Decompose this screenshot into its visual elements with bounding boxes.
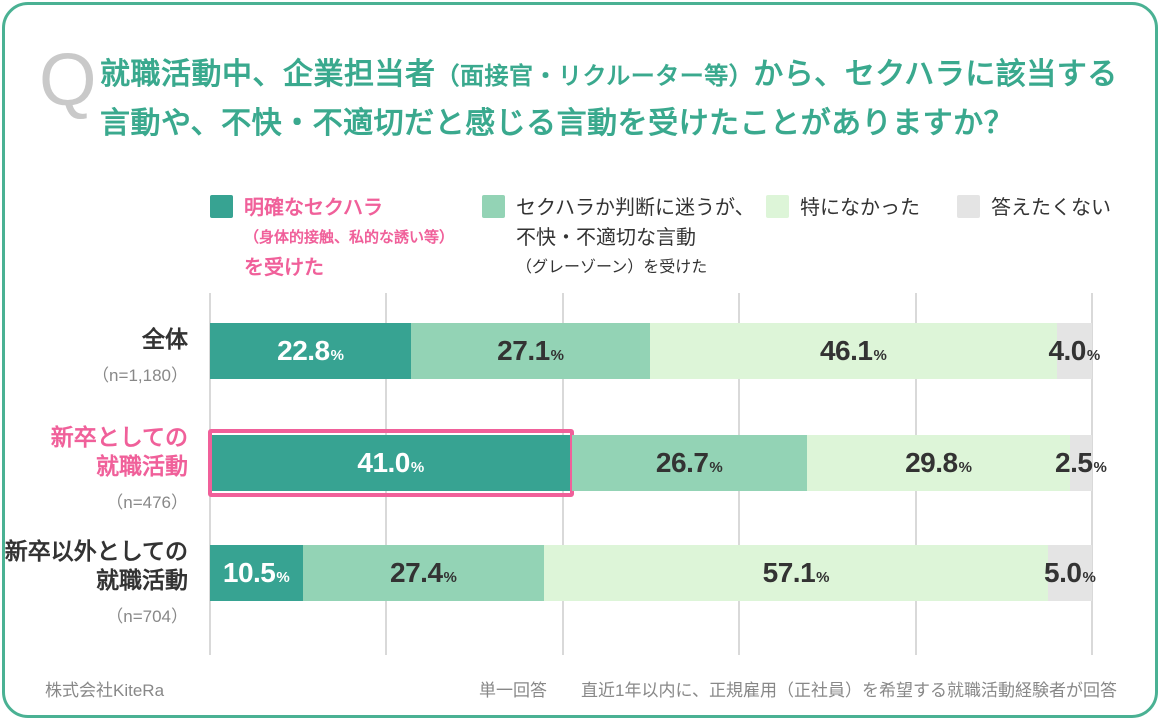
title-text: 就職活動中、企業担当者 — [100, 58, 436, 91]
bar-overall: 22.8% 27.1% 46.1% 4.0% — [210, 323, 1100, 379]
row-label-non-new-grad: 新卒以外としての就職活動 （n=704） — [5, 537, 188, 631]
legend-item-clear-harassment: 明確なセクハラ （身体的接触、私的な誘い等） を受けた — [210, 193, 454, 283]
category-label: 就職活動 — [96, 567, 188, 593]
bar-segment: 22.8% — [210, 323, 412, 379]
gridline — [1091, 293, 1093, 655]
segment-value-label: 26.7% — [655, 447, 723, 478]
bar-new-grad: 41.0% 26.7% 29.8% 2.5% — [208, 429, 1107, 497]
bar-segment: 5.0% — [1044, 545, 1096, 601]
question-title: 就職活動中、企業担当者（面接官・リクルーター等）から、セクハラに該当する 言動や… — [100, 51, 1118, 147]
row-label-overall: 全体 （n=1,180） — [92, 325, 188, 390]
legend-label: 特になかった — [800, 197, 920, 219]
segment-value-label: 27.4% — [390, 557, 457, 588]
sample-size-label: （n=476） — [106, 493, 188, 512]
row-label-new-grad: 新卒としての就職活動 （n=476） — [51, 423, 188, 517]
legend-item-no-answer: 答えたくない — [957, 193, 1111, 223]
legend-label: 明確なセクハラ — [244, 197, 383, 219]
legend-swatch — [957, 195, 980, 218]
bar-segment: 41.0% — [208, 429, 574, 497]
bar-non-new-grad: 10.5% 27.4% 57.1% 5.0% — [210, 545, 1096, 601]
legend-item-gray-zone: セクハラか判断に迷うが、 不快・不適切な言動 （グレーゾーン）を受けた — [482, 193, 755, 282]
bar-segment: 4.0% — [1048, 323, 1100, 379]
stacked-bar-chart: 22.8% 27.1% 46.1% 4.0% 41.0% 26.7% 29.8% 2.5% … — [208, 293, 1107, 655]
bar-segment: 29.8% — [807, 435, 1070, 491]
respondent-note: 直近1年以内に、正規雇用（正社員）を希望する就職活動経験者が回答 — [581, 681, 1117, 700]
bar-segment: 26.7% — [571, 435, 808, 491]
legend-swatch — [210, 195, 233, 218]
category-label: 就職活動 — [96, 453, 188, 479]
answer-type-note: 単一回答 — [479, 681, 548, 700]
sample-size-label: （n=704） — [106, 607, 188, 626]
question-title-line2: 言動や、不快・不適切だと感じる言動を受けたことがありますか？ — [100, 107, 1015, 140]
legend-item-none: 特になかった — [766, 193, 920, 223]
title-text-parenthetical: （面接官・リクルーター等） — [435, 63, 754, 90]
category-label: 新卒以外としての — [4, 538, 188, 564]
segment-value-label: 2.5% — [1055, 447, 1107, 478]
company-credit: 株式会社KiteRa — [45, 681, 165, 700]
segment-value-label: 29.8% — [905, 447, 972, 478]
survey-note: 単一回答 直近1年以内に、正規雇用（正社員）を希望する就職活動経験者が回答 — [479, 676, 1117, 701]
question-title-line1: 就職活動中、企業担当者（面接官・リクルーター等）から、セクハラに該当する — [100, 51, 1118, 100]
category-label: 新卒としての — [50, 424, 188, 450]
legend-swatch — [766, 195, 789, 218]
bar-segment: 10.5% — [210, 545, 303, 601]
title-text: から、セクハラに該当する — [753, 58, 1118, 91]
legend-label: 不快・不適切な言動 — [516, 227, 696, 249]
segment-value-label: 41.0% — [357, 447, 425, 478]
legend-label-sub: （身体的接触、私的な誘い等） — [244, 229, 455, 246]
legend-label: を受けた — [244, 257, 324, 279]
legend-label: セクハラか判断に迷うが、 — [516, 197, 755, 219]
segment-value-label: 46.1% — [819, 335, 887, 366]
bar-segment: 46.1% — [650, 323, 1057, 379]
segment-value-label: 5.0% — [1044, 557, 1096, 588]
segment-value-label: 4.0% — [1048, 335, 1101, 366]
bar-segment: 27.4% — [302, 545, 545, 601]
category-label: 全体 — [142, 326, 188, 352]
bar-segment: 27.1% — [411, 323, 651, 379]
bar-segment: 2.5% — [1055, 435, 1107, 491]
segment-value-label: 22.8% — [277, 335, 344, 366]
legend-label-sub: （グレーゾーン）を受けた — [516, 259, 708, 276]
sample-size-label: （n=1,180） — [92, 366, 188, 385]
legend-label: 答えたくない — [991, 197, 1111, 219]
question-mark-icon: Q — [39, 38, 97, 121]
legend-swatch — [482, 195, 505, 218]
segment-value-label: 27.1% — [497, 335, 565, 366]
bar-segment: 57.1% — [544, 545, 1048, 601]
segment-value-label: 57.1% — [762, 557, 830, 588]
segment-value-label: 10.5% — [222, 557, 290, 588]
